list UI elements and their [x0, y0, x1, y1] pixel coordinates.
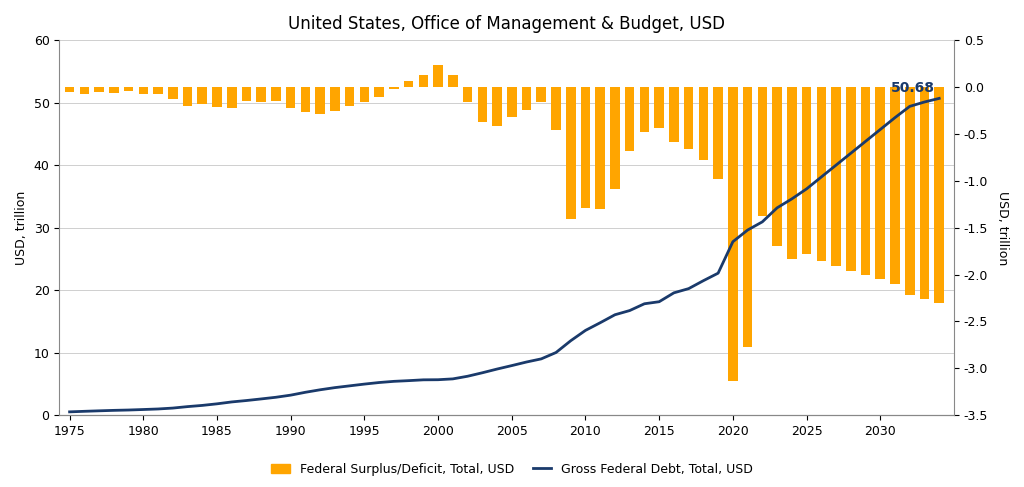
Bar — [625, 87, 635, 151]
Bar — [581, 87, 590, 208]
Bar — [698, 87, 709, 160]
Bar — [315, 87, 325, 114]
Bar — [375, 87, 384, 97]
Bar — [595, 87, 605, 209]
Bar — [714, 87, 723, 179]
Bar — [182, 87, 193, 107]
Bar — [154, 87, 163, 94]
Bar — [212, 87, 222, 107]
Bar — [419, 75, 428, 87]
Bar — [654, 87, 664, 128]
Bar — [403, 80, 414, 87]
Bar — [94, 87, 103, 92]
Y-axis label: USD, trillion: USD, trillion — [15, 190, 28, 265]
Bar — [433, 65, 442, 87]
Bar — [861, 87, 870, 275]
Bar — [537, 87, 546, 102]
Bar — [198, 87, 207, 104]
Bar — [610, 87, 620, 189]
Bar — [831, 87, 841, 265]
Bar — [493, 87, 502, 126]
Legend: Federal Surplus/Deficit, Total, USD, Gross Federal Debt, Total, USD: Federal Surplus/Deficit, Total, USD, Gro… — [266, 458, 758, 481]
Bar — [905, 87, 914, 295]
Bar — [359, 87, 370, 102]
Bar — [463, 87, 472, 102]
Bar — [846, 87, 856, 271]
Y-axis label: USD, trillion: USD, trillion — [996, 190, 1009, 265]
Bar — [345, 87, 354, 106]
Bar — [389, 87, 398, 89]
Bar — [787, 87, 797, 259]
Bar — [80, 87, 89, 94]
Bar — [920, 87, 929, 299]
Bar — [742, 87, 753, 347]
Text: 50.68: 50.68 — [891, 81, 935, 95]
Bar — [772, 87, 782, 246]
Bar — [890, 87, 900, 284]
Bar — [301, 87, 310, 112]
Bar — [640, 87, 649, 132]
Bar — [507, 87, 516, 117]
Bar — [521, 87, 531, 110]
Bar — [758, 87, 767, 216]
Bar — [256, 87, 266, 101]
Bar — [935, 87, 944, 303]
Bar — [684, 87, 693, 150]
Bar — [109, 87, 119, 93]
Bar — [65, 87, 75, 92]
Bar — [168, 87, 177, 99]
Bar — [669, 87, 679, 142]
Bar — [242, 87, 251, 101]
Bar — [816, 87, 826, 261]
Bar — [330, 87, 340, 111]
Bar — [802, 87, 811, 254]
Bar — [477, 87, 487, 122]
Title: United States, Office of Management & Budget, USD: United States, Office of Management & Bu… — [288, 15, 725, 33]
Bar — [124, 87, 133, 91]
Bar — [138, 87, 148, 94]
Bar — [876, 87, 885, 280]
Bar — [227, 87, 237, 108]
Bar — [728, 87, 737, 381]
Bar — [286, 87, 296, 108]
Bar — [271, 87, 281, 101]
Bar — [449, 75, 458, 87]
Bar — [566, 87, 575, 220]
Bar — [551, 87, 561, 130]
